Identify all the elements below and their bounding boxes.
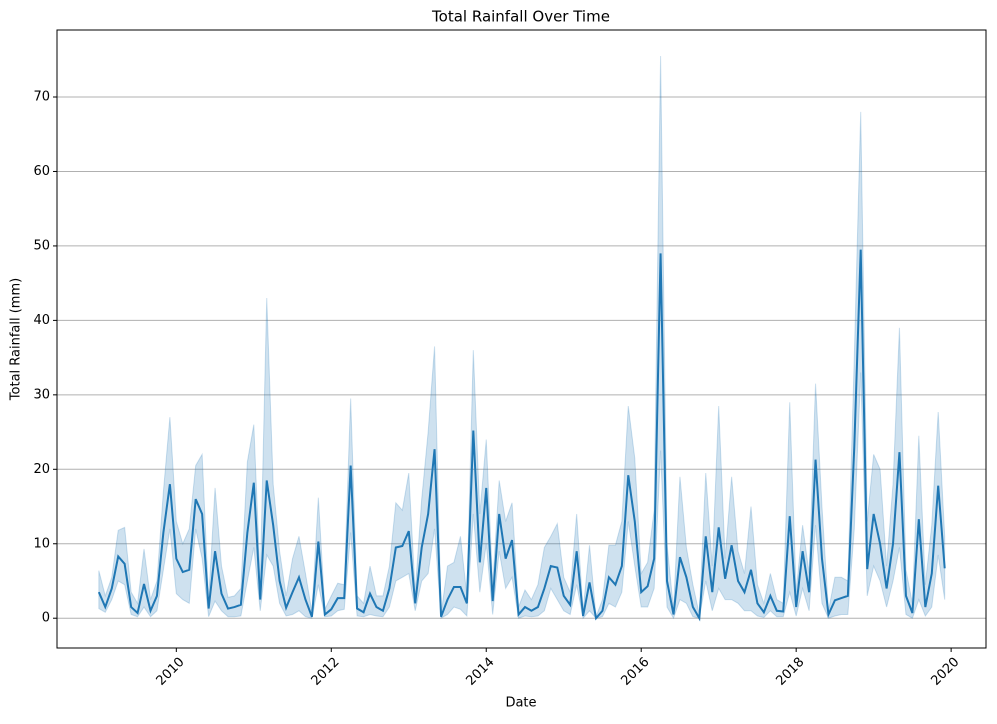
x-tick-label: 2012 — [309, 655, 343, 689]
y-tick-label: 10 — [33, 536, 50, 551]
x-tick-label: 2020 — [928, 655, 962, 689]
confidence-band — [98, 56, 946, 620]
y-tick-label: 40 — [33, 313, 50, 328]
y-tick-label: 70 — [33, 90, 50, 105]
y-tick-label: 50 — [33, 238, 50, 253]
x-tick-label: 2014 — [464, 655, 498, 689]
chart-title: Total Rainfall Over Time — [431, 8, 610, 26]
y-tick-label: 20 — [33, 462, 50, 477]
y-tick-label: 60 — [33, 164, 50, 179]
y-tick-label: 30 — [33, 387, 50, 402]
x-tick-label: 2010 — [154, 655, 188, 689]
x-tick-label: 2018 — [773, 655, 807, 689]
y-axis-label: Total Rainfall (mm) — [9, 278, 24, 401]
x-tick-label: 2016 — [619, 655, 653, 689]
plot-frame — [56, 29, 987, 649]
x-axis-label: Date — [505, 696, 536, 711]
y-tick-label: 0 — [42, 611, 50, 626]
line — [97, 249, 946, 622]
